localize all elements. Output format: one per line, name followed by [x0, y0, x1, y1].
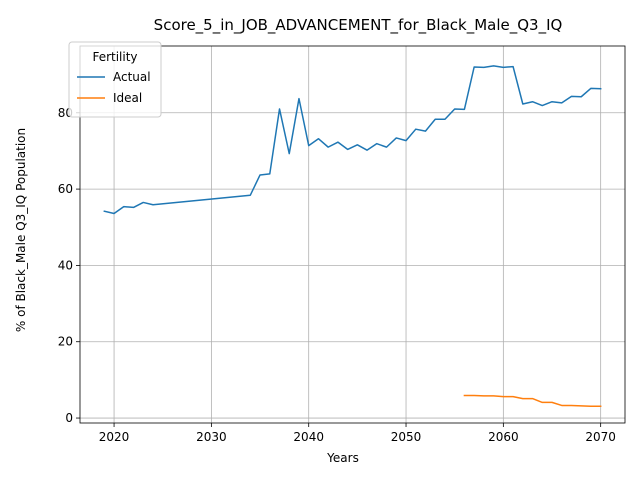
y-tick-label: 20 — [58, 335, 73, 349]
x-axis-label: Years — [326, 451, 359, 465]
series-line-ideal — [463, 394, 602, 407]
legend-label-actual: Actual — [113, 70, 151, 84]
x-tick-label: 2040 — [293, 430, 324, 444]
series-line-actual — [103, 65, 602, 215]
x-tick-label: 2060 — [488, 430, 519, 444]
legend-label-ideal: Ideal — [113, 91, 142, 105]
y-tick-label: 0 — [65, 411, 73, 425]
y-tick-label: 60 — [58, 182, 73, 196]
x-tick-label: 2030 — [196, 430, 227, 444]
x-tick-label: 2070 — [585, 430, 616, 444]
grid-lines — [80, 46, 625, 423]
x-tick-label: 2020 — [99, 430, 130, 444]
y-tick-label: 40 — [58, 258, 73, 272]
legend: Fertility Actual Ideal — [68, 41, 162, 118]
legend-title: Fertility — [92, 50, 137, 64]
series-layer — [103, 65, 602, 407]
x-tick-label: 2050 — [391, 430, 422, 444]
chart-title: Score_5_in_JOB_ADVANCEMENT_for_Black_Mal… — [154, 16, 563, 35]
y-axis-label: % of Black_Male Q3_IQ Population — [14, 128, 28, 332]
plot-area-frame — [79, 45, 626, 424]
